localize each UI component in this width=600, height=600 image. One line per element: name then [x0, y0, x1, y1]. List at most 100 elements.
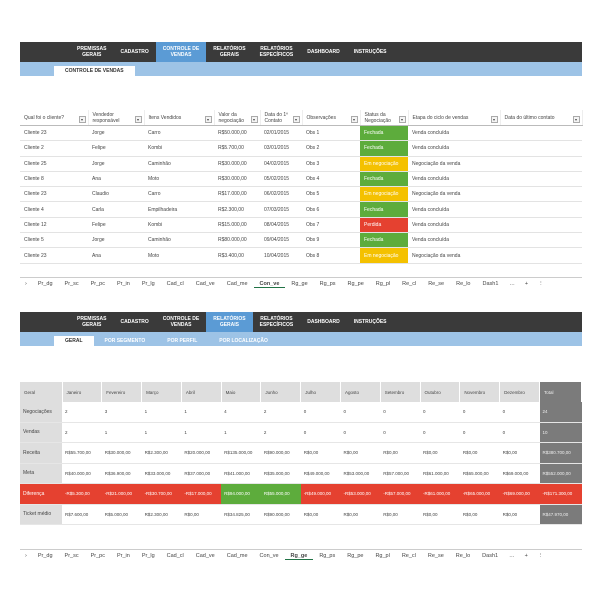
sheet-tab-con-ve[interactable]: Con_ve [259, 553, 279, 559]
table-cell[interactable] [500, 171, 582, 188]
report-cell[interactable]: -R$49.000,00 [300, 483, 341, 505]
filter-dropdown-icon[interactable]: ▾ [398, 116, 406, 123]
table-cell[interactable]: 03/01/2015 [260, 140, 302, 157]
report-cell[interactable]: 24 [539, 402, 582, 423]
nav-tab-premissas-gerais[interactable]: PREMISSAS GERAIS [77, 46, 107, 58]
report-cell[interactable]: 0 [459, 402, 500, 423]
report-cell[interactable]: 2 [260, 422, 301, 443]
table-cell[interactable]: Jorge [88, 232, 144, 249]
nav-tab-cadastro[interactable]: CADASTRO [120, 319, 149, 325]
sheet-tab-rg-pe[interactable]: Rg_pe [347, 553, 364, 559]
add-sheet-icon[interactable]: + [524, 553, 528, 559]
status-cell[interactable]: Fechada [360, 125, 408, 142]
report-cell[interactable]: 0 [499, 422, 540, 443]
table-cell[interactable]: Venda concluída [408, 217, 500, 234]
table-cell[interactable]: Cliente 25 [20, 156, 88, 172]
table-cell[interactable]: 04/02/2015 [260, 156, 302, 172]
table-cell[interactable]: 07/03/2015 [260, 201, 302, 218]
table-cell[interactable]: Cliente 23 [20, 186, 88, 203]
sheet-tab-rg-ps[interactable]: Rg_ps [319, 281, 336, 287]
more-sheets-icon[interactable]: … [509, 553, 515, 559]
report-cell[interactable]: 1 [141, 422, 182, 443]
status-cell[interactable]: Fechada [360, 171, 408, 188]
table-cell[interactable]: Carro [144, 186, 214, 203]
sheet-menu-icon[interactable]: ⋮ [537, 553, 544, 559]
table-cell[interactable]: Negociação da venda [408, 247, 500, 264]
sheet-tab-pr-pc[interactable]: Pr_pc [90, 553, 105, 559]
report-cell[interactable]: 1 [181, 422, 222, 443]
report-cell[interactable]: 2 [62, 402, 102, 423]
report-cell[interactable]: 2 [260, 402, 301, 423]
report-cell[interactable]: 3 [101, 402, 142, 423]
table-cell[interactable]: Venda concluída [408, 201, 500, 218]
table-cell[interactable]: Negociação da venda [408, 186, 500, 203]
more-sheets-icon[interactable]: … [509, 281, 515, 287]
nav-tab-dashboard[interactable]: DASHBOARD [307, 49, 340, 55]
table-cell[interactable]: Moto [144, 247, 214, 264]
report-cell[interactable]: 0 [420, 402, 460, 423]
table-cell[interactable]: Venda concluída [408, 125, 500, 142]
status-cell[interactable]: Fechada [360, 201, 408, 218]
report-cell[interactable]: R$0,00 [340, 442, 381, 464]
table-cell[interactable]: 09/04/2015 [260, 232, 302, 249]
add-sheet-icon[interactable]: + [524, 281, 529, 287]
table-cell[interactable] [500, 201, 582, 218]
report-cell[interactable]: -R$30.700,00 [141, 483, 182, 505]
status-cell[interactable]: Em negociação [360, 156, 408, 172]
table-cell[interactable]: Carro [144, 125, 214, 142]
sheet-tab-cad-me[interactable]: Cad_me [226, 553, 248, 559]
table-cell[interactable]: Obs 2 [302, 140, 360, 157]
report-cell[interactable]: 0 [300, 402, 341, 423]
report-cell[interactable]: R$552.000,00 [539, 463, 582, 484]
report-cell[interactable]: R$53.000,00 [340, 463, 381, 484]
report-cell[interactable]: -R$5.300,00 [62, 483, 102, 505]
table-cell[interactable]: R$80.000,00 [214, 232, 260, 249]
table-cell[interactable]: Claudio [88, 186, 144, 203]
table-cell[interactable]: Obs 7 [302, 217, 360, 234]
table-cell[interactable] [500, 156, 582, 172]
report-cell[interactable]: R$41.000,00 [221, 463, 261, 484]
nav-tab-relatorios-gerais[interactable]: RELATÓRIOS GERAIS [206, 312, 253, 332]
report-cell[interactable]: 1 [181, 402, 222, 423]
table-cell[interactable] [500, 217, 582, 234]
report-cell[interactable]: R$0,00 [181, 504, 222, 525]
subtab-por-perfil[interactable]: POR PERFIL [167, 338, 198, 344]
sheet-tab-pr-in[interactable]: Pr_in [116, 281, 130, 287]
table-cell[interactable]: 10/04/2015 [260, 247, 302, 264]
table-cell[interactable]: Jorge [88, 125, 144, 142]
sheet-tab-dash1[interactable]: Dash1 [482, 281, 499, 287]
table-cell[interactable]: Ana [88, 247, 144, 264]
table-cell[interactable]: Jorge [88, 156, 144, 172]
table-cell[interactable]: Obs 1 [302, 125, 360, 142]
sheet-tab-rg-pl[interactable]: Rg_pl [375, 281, 391, 287]
table-cell[interactable]: Cliente 23 [20, 125, 88, 142]
sheet-tab-cad-ve[interactable]: Cad_ve [195, 281, 215, 287]
table-cell[interactable]: 05/02/2015 [260, 171, 302, 188]
table-cell[interactable]: 08/04/2015 [260, 217, 302, 234]
report-cell[interactable]: -R$21.000,00 [101, 483, 142, 505]
table-cell[interactable]: Caminhão [144, 156, 214, 172]
sheet-scroll-icon[interactable]: › [25, 281, 27, 287]
status-cell[interactable]: Fechada [360, 140, 408, 157]
sheet-scroll-icon[interactable]: › [25, 553, 27, 559]
sheet-tab-pr-in[interactable]: Pr_in [116, 553, 130, 559]
sheet-tab-pr-sc[interactable]: Pr_sc [64, 281, 79, 287]
nav-tab-controle-de-vendas[interactable]: CONTROLE DE VENDAS [162, 316, 200, 328]
report-cell[interactable]: 0 [459, 422, 500, 443]
report-cell[interactable]: R$380.700,00 [539, 442, 582, 464]
report-cell[interactable]: 0 [420, 422, 460, 443]
report-cell[interactable]: R$47.970,00 [539, 504, 582, 525]
filter-dropdown-icon[interactable]: ▾ [78, 116, 86, 123]
table-cell[interactable]: Cliente 23 [20, 247, 88, 264]
filter-dropdown-icon[interactable]: ▾ [204, 116, 212, 123]
nav-tab-dashboard[interactable]: DASHBOARD [307, 319, 340, 325]
report-cell[interactable]: R$0,00 [380, 504, 421, 525]
filter-dropdown-icon[interactable]: ▾ [350, 116, 358, 123]
table-cell[interactable] [500, 247, 582, 264]
report-cell[interactable]: 0 [340, 422, 381, 443]
status-cell[interactable]: Perdida [360, 217, 408, 234]
report-cell[interactable]: -R$17.000,00 [181, 483, 222, 505]
sheet-tab-rg-ps[interactable]: Rg_ps [319, 553, 336, 559]
report-cell[interactable]: R$0,00 [420, 504, 460, 525]
table-cell[interactable]: R$5.700,00 [214, 140, 260, 157]
